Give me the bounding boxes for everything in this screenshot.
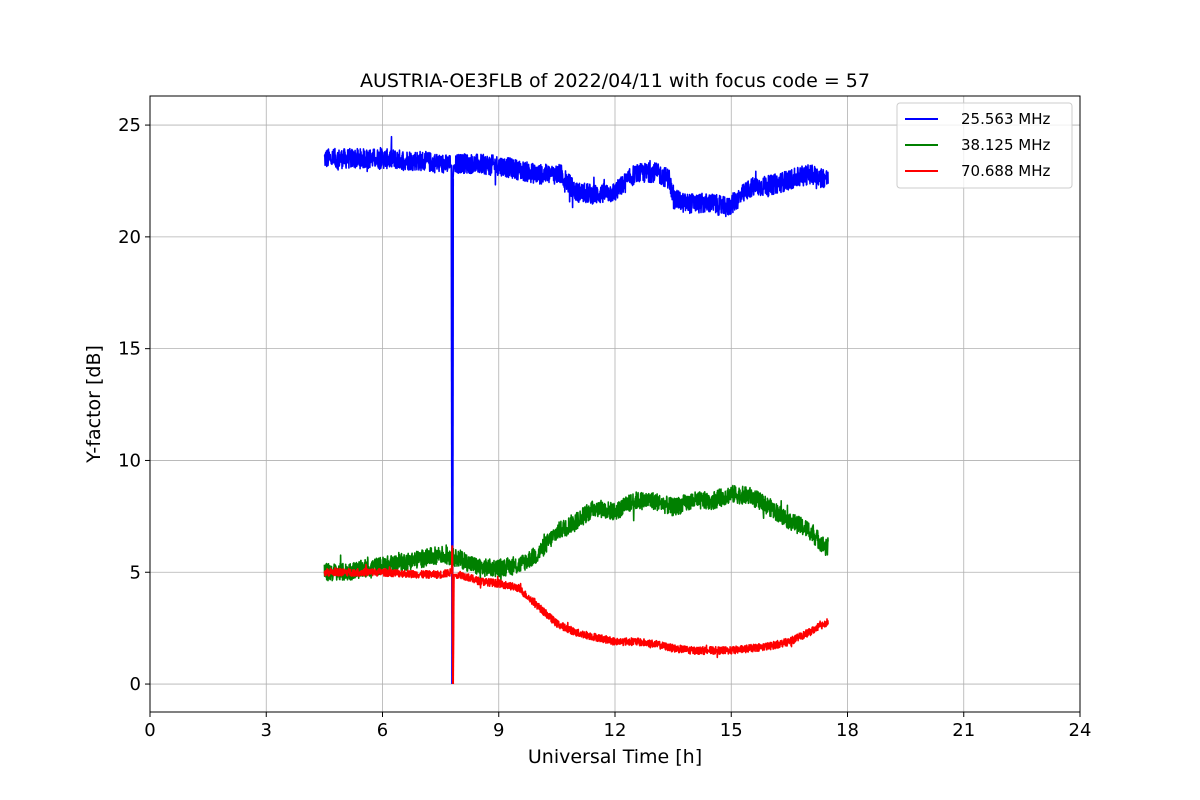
- plot-area: [323, 135, 829, 685]
- legend-label-2: 38.125 MHz: [961, 136, 1050, 154]
- x-tick-label: 12: [604, 720, 627, 741]
- x-tick-label: 9: [493, 720, 504, 741]
- series-spike-3: [452, 574, 455, 685]
- legend-label-1: 25.563 MHz: [961, 110, 1050, 128]
- y-tick-label: 5: [130, 562, 141, 583]
- series-line-3: [323, 548, 829, 680]
- legend: 25.563 MHz 38.125 MHz 70.688 MHz: [896, 102, 1073, 189]
- y-tick-label: 25: [118, 115, 141, 136]
- x-tick-label: 18: [836, 720, 859, 741]
- x-tick-label: 0: [144, 720, 155, 741]
- series-line-2: [323, 484, 829, 583]
- y-axis-label: Y-factor [dB]: [83, 345, 105, 464]
- y-tick-label: 15: [118, 339, 141, 360]
- y-tick-label: 10: [118, 450, 141, 471]
- legend-box: [896, 102, 1073, 189]
- x-axis-label: Universal Time [h]: [528, 746, 702, 768]
- y-tick-label: 20: [118, 227, 141, 248]
- x-tick-label: 21: [952, 720, 975, 741]
- chart-title: AUSTRIA-OE3FLB of 2022/04/11 with focus …: [360, 70, 870, 92]
- x-tick-label: 6: [377, 720, 388, 741]
- x-tick-label: 3: [261, 720, 272, 741]
- legend-label-3: 70.688 MHz: [961, 162, 1050, 180]
- x-tick-label: 15: [720, 720, 743, 741]
- y-tick-label: 0: [130, 674, 141, 695]
- series-line-1: [323, 135, 829, 643]
- axes: 0 3 6 9 12 15 18 21 24 0 5 10 15 20 25: [118, 115, 1091, 741]
- x-tick-label: 24: [1069, 720, 1092, 741]
